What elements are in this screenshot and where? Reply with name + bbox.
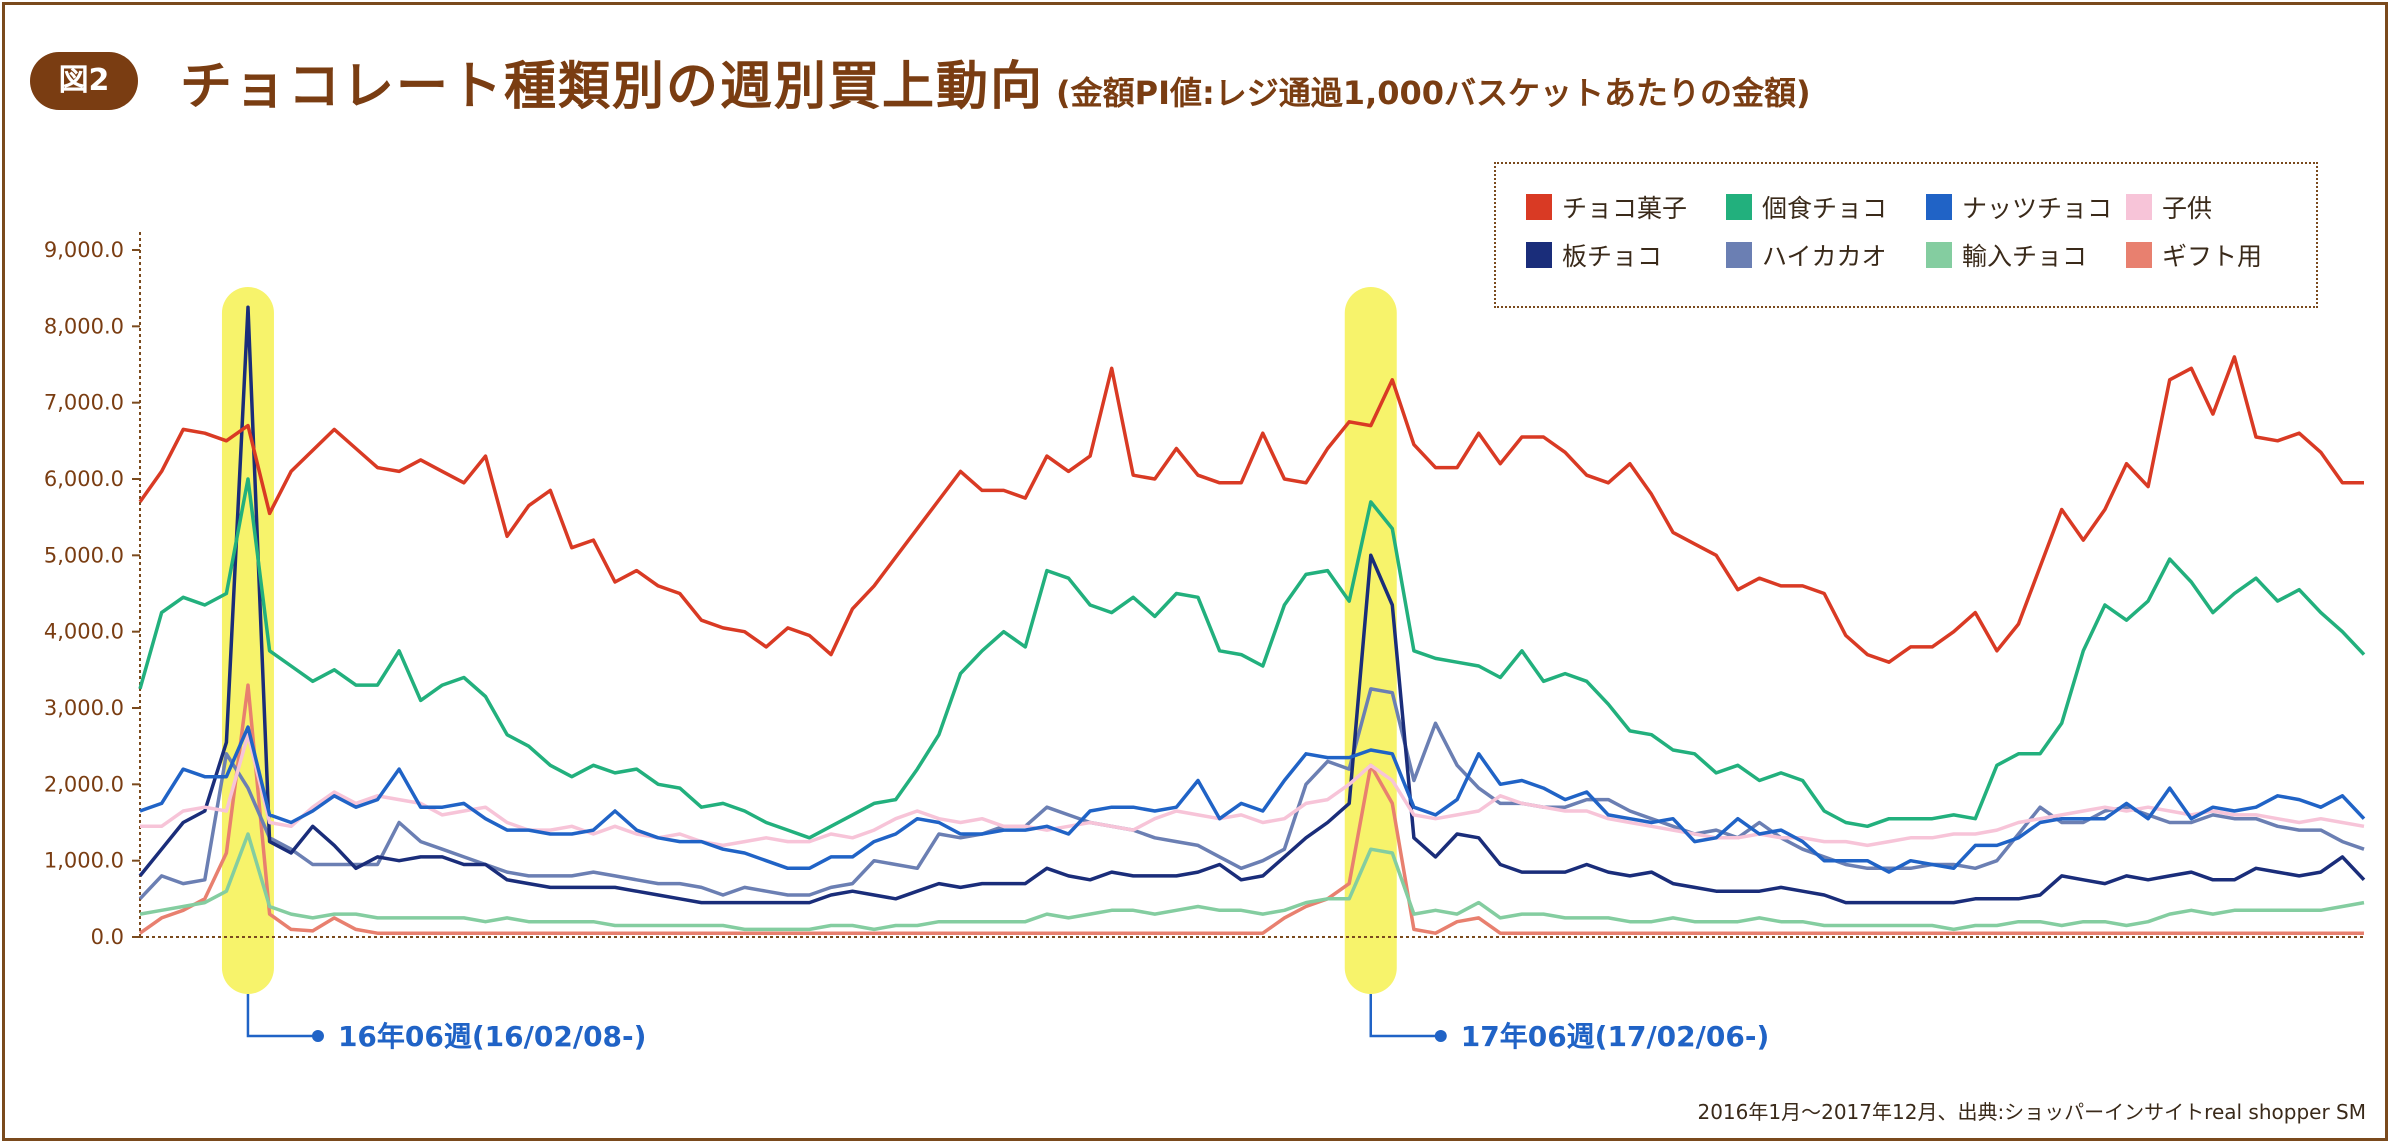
- callout-label-1: 16年06週(16/02/08-): [338, 1020, 647, 1053]
- y-tick-label: 3,000.0: [44, 696, 124, 720]
- title-main: チョコレート種類別の週別買上動向: [180, 57, 1045, 117]
- legend-item: チョコ菓子: [1526, 190, 1687, 224]
- callout-dot-2: [1434, 1030, 1447, 1042]
- legend-item: 子供: [2126, 190, 2212, 224]
- y-tick-label: 6,000.0: [44, 467, 124, 491]
- y-tick-label: 0.0: [91, 925, 124, 949]
- legend-swatch: [2126, 242, 2152, 268]
- series-line-4: [140, 732, 2365, 848]
- legend-item: ギフト用: [2126, 238, 2262, 272]
- legend-item: ハイカカオ: [1726, 238, 1887, 272]
- legend-item: 個食チョコ: [1726, 190, 1887, 224]
- highlight-band-2: [1344, 287, 1397, 994]
- callout-dot-1: [311, 1030, 324, 1042]
- callout-leader-1: [246, 994, 318, 1038]
- legend-item: 板チョコ: [1526, 238, 1662, 272]
- legend-label: チョコ菓子: [1562, 194, 1688, 223]
- y-tick-label: 2,000.0: [44, 772, 124, 796]
- legend-swatch: [2126, 194, 2152, 220]
- figure-badge: 図2: [30, 52, 138, 110]
- series-line-2: [138, 477, 2366, 840]
- legend-label: 子供: [2162, 194, 2213, 223]
- legend-swatch: [1926, 194, 1952, 220]
- y-tick-label: 1,000.0: [44, 849, 124, 873]
- y-tick-label: 4,000.0: [44, 620, 124, 644]
- legend-item: ナッツチョコ: [1926, 190, 2112, 224]
- y-tick-label: 5,000.0: [44, 543, 124, 567]
- series-line-7: [139, 832, 2365, 932]
- legend-swatch: [1726, 242, 1752, 268]
- callout-label-2: 17年06週(17/02/06-): [1461, 1020, 1770, 1053]
- chart-title: チョコレート種類別の週別買上動向 (金額PI値:レジ通過1,000バスケットあたり…: [180, 44, 1811, 119]
- legend-label: 板チョコ: [1562, 242, 1663, 271]
- series-line-1: [138, 355, 2364, 664]
- legend-swatch: [1726, 194, 1752, 220]
- legend-item: 輸入チョコ: [1926, 238, 2087, 272]
- series-line-3: [139, 725, 2366, 874]
- callout-leader-2: [1369, 994, 1441, 1038]
- legend-label: ハイカカオ: [1762, 242, 1887, 271]
- legend-label: ギフト用: [2162, 242, 2263, 271]
- y-tick-label: 7,000.0: [44, 391, 124, 415]
- legend: チョコ菓子 個食チョコ ナッツチョコ 子供板チョコ ハイカカオ 輸入チョコ ギフト用: [1494, 162, 2318, 308]
- legend-label: 輸入チョコ: [1962, 242, 2088, 271]
- series-line-6: [138, 687, 2365, 901]
- series-line-5: [138, 305, 2366, 905]
- y-tick-label: 9,000.0: [44, 238, 124, 262]
- series-line-8: [138, 683, 2364, 935]
- source-note: 2016年1月〜2017年12月、出典:ショッパーインサイトreal shopp…: [1697, 1100, 2366, 1124]
- title-subtitle: (金額PI値:レジ通過1,000バスケットあたりの金額): [1056, 74, 1811, 112]
- y-tick-label: 8,000.0: [44, 314, 124, 338]
- legend-swatch: [1926, 242, 1952, 268]
- legend-swatch: [1526, 242, 1552, 268]
- legend-label: 個食チョコ: [1762, 194, 1888, 223]
- legend-swatch: [1526, 194, 1552, 220]
- legend-label: ナッツチョコ: [1962, 194, 2113, 223]
